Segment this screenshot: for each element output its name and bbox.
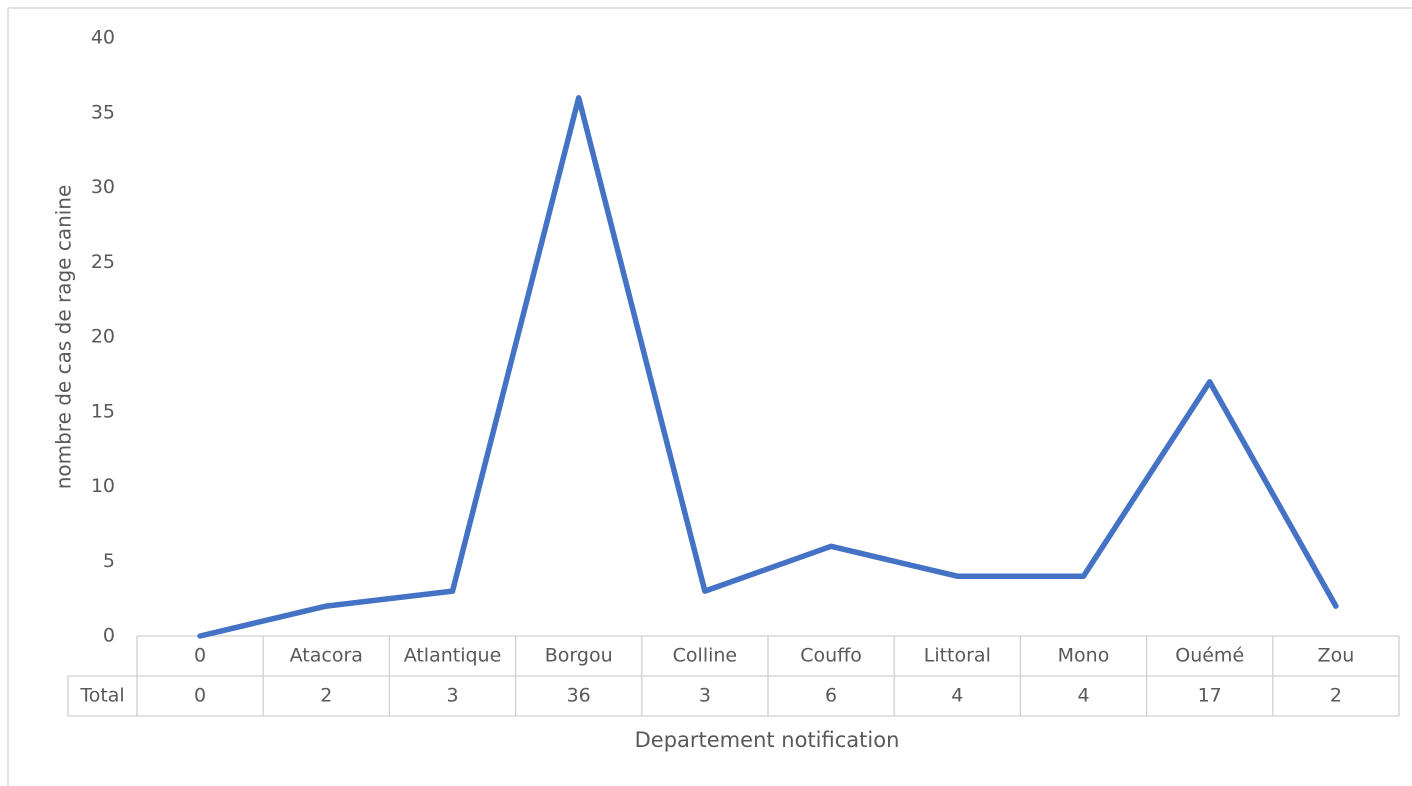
data-label: 4 xyxy=(951,685,963,707)
data-label: 3 xyxy=(446,685,458,707)
data-label: 6 xyxy=(825,685,837,707)
data-label: 3 xyxy=(699,685,711,707)
data-label: 2 xyxy=(1330,685,1342,707)
x-tick-label: Littoral xyxy=(924,645,991,667)
x-tick-label: Couffo xyxy=(800,645,862,667)
x-tick-label: 0 xyxy=(194,645,206,667)
y-tick-label: 35 xyxy=(91,101,115,123)
y-tick-label: 5 xyxy=(103,550,115,572)
x-tick-label: Colline xyxy=(673,645,737,667)
y-tick-label: 30 xyxy=(91,176,115,198)
y-tick-label: 25 xyxy=(91,251,115,273)
y-axis-label: nombre de cas de rage canine xyxy=(52,185,76,490)
x-tick-label: Borgou xyxy=(545,645,613,667)
data-label: 36 xyxy=(567,685,591,707)
data-label: 17 xyxy=(1198,685,1222,707)
x-tick-label: Mono xyxy=(1058,645,1110,667)
x-tick-label: Ouémé xyxy=(1175,645,1244,667)
data-label: 4 xyxy=(1077,685,1089,707)
series-line xyxy=(197,95,1339,639)
y-tick-label: 15 xyxy=(91,400,115,422)
x-tick-label: Atlantique xyxy=(404,645,502,667)
y-tick-label: 0 xyxy=(103,625,115,647)
x-tick-label: Zou xyxy=(1318,645,1355,667)
data-label: 2 xyxy=(320,685,332,707)
x-axis-label: Departement notification xyxy=(635,728,900,752)
legend-label: Total xyxy=(79,685,124,707)
data-label: 0 xyxy=(194,685,206,707)
y-tick-label: 40 xyxy=(91,27,115,49)
y-tick-label: 20 xyxy=(91,326,115,348)
x-tick-label: Atacora xyxy=(290,645,363,667)
y-tick-label: 10 xyxy=(91,475,115,497)
